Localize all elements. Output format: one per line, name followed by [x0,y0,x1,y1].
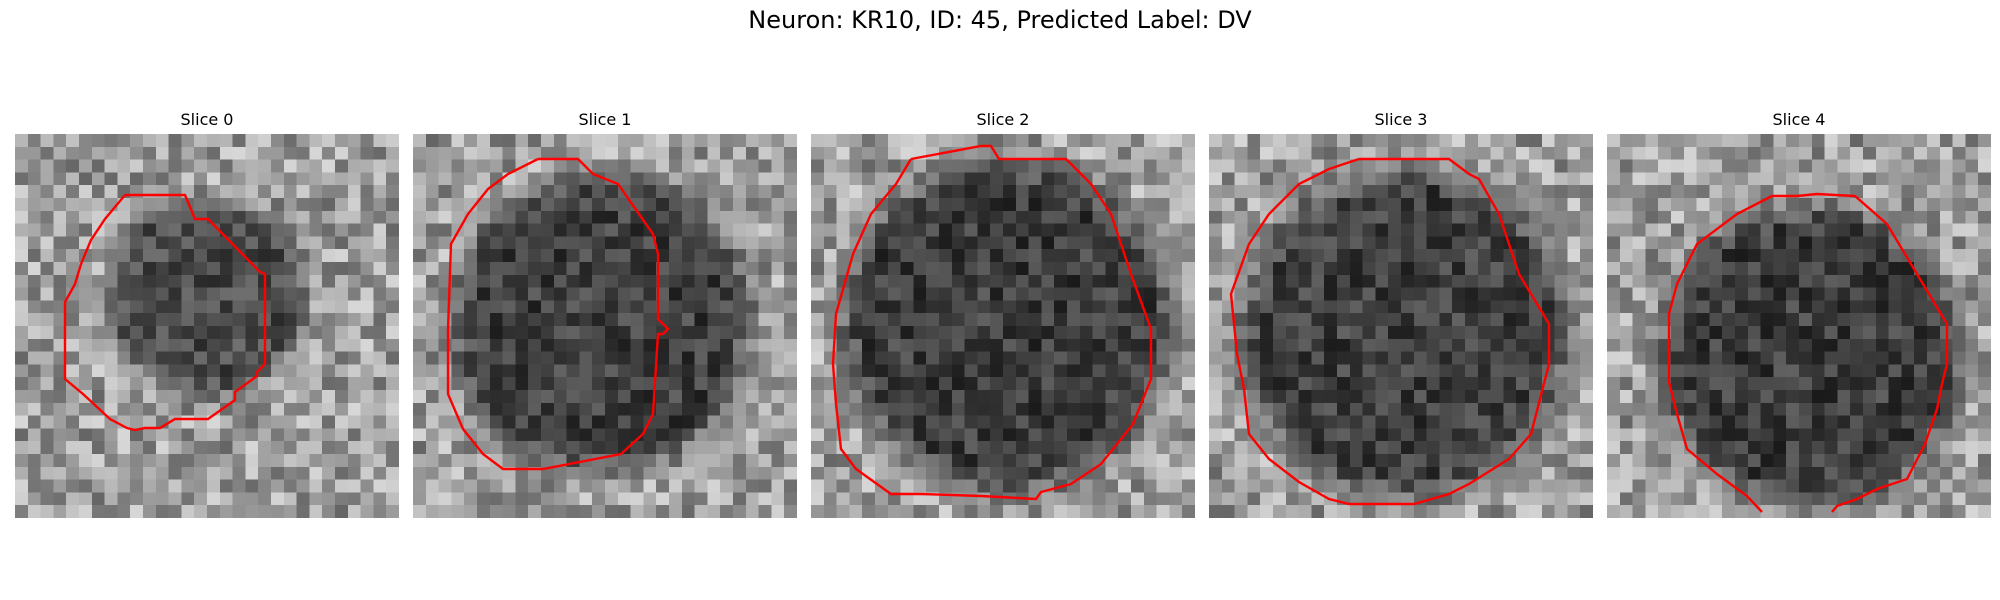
panel-title-slice-4: Slice 4 [1607,110,1991,129]
slice-3-image-panel [1209,134,1593,518]
panel-title-slice-2: Slice 2 [811,110,1195,129]
slice-2-image-panel [811,134,1195,518]
slice-4-image-panel [1607,134,1991,518]
slice-3-contour-overlay [1209,134,1593,518]
slice-2-contour-overlay [811,134,1195,518]
slice-2-segmentation-contour [833,146,1151,499]
slice-0-image-panel [15,134,399,518]
slice-4-contour-overlay [1607,134,1991,518]
panel-title-slice-0: Slice 0 [15,110,399,129]
slice-1-segmentation-contour [448,159,668,469]
panel-title-slice-3: Slice 3 [1209,110,1593,129]
panel-title-slice-1: Slice 1 [413,110,797,129]
slice-1-image-panel [413,134,797,518]
slice-0-segmentation-contour [65,195,265,430]
slice-3-segmentation-contour [1231,159,1549,504]
figure-title: Neuron: KR10, ID: 45, Predicted Label: D… [0,6,2000,34]
slice-0-contour-overlay [15,134,399,518]
slice-1-contour-overlay [413,134,797,518]
slice-4-segmentation-contour [1669,194,1947,512]
